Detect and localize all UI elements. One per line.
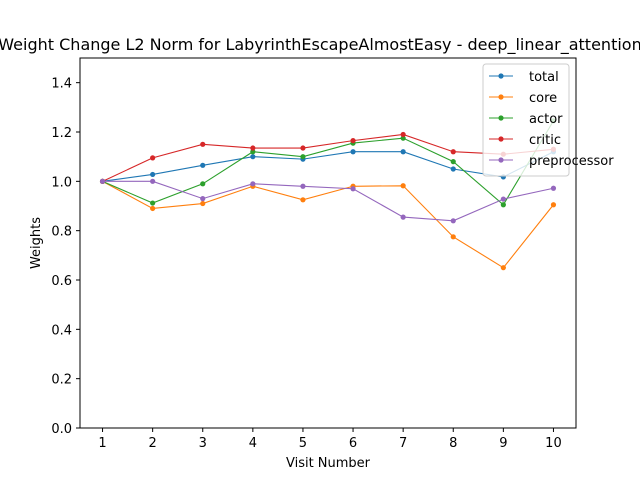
y-axis: 0.0 0.2 0.4 0.6 0.8 1.0 1.2 1.4 [51, 77, 80, 437]
legend: total core actor critic preprocessor [482, 63, 614, 177]
data-point-preprocessor [150, 178, 156, 184]
data-point-total [400, 149, 406, 155]
x-tick-label: 8 [449, 436, 457, 451]
data-point-core [550, 202, 557, 208]
data-point-core [500, 265, 506, 271]
data-point-preprocessor [450, 218, 456, 224]
series-preprocessor [99, 178, 557, 224]
data-point-actor [200, 181, 206, 187]
legend-label: preprocessor [529, 154, 614, 169]
x-axis: 1 2 3 4 5 6 7 8 9 10 [98, 428, 562, 451]
x-tick-label: 1 [98, 436, 106, 451]
legend-marker [498, 157, 504, 163]
legend-item-preprocessor: preprocessor [489, 154, 614, 169]
data-point-actor [150, 200, 156, 206]
series-line-critic [102, 133, 554, 182]
legend-label: critic [529, 133, 561, 148]
data-point-critic [450, 149, 456, 155]
data-point-preprocessor [400, 214, 406, 220]
legend-box [482, 63, 570, 177]
x-tick-label: 9 [499, 436, 507, 451]
chart-title: Weight Change L2 Norm for LabyrinthEscap… [0, 35, 640, 55]
data-point-preprocessor [500, 196, 506, 202]
data-point-preprocessor [200, 196, 206, 202]
data-point-critic [400, 131, 406, 138]
data-point-total [150, 171, 156, 178]
data-point-actor [250, 149, 256, 155]
data-point-actor [450, 159, 456, 165]
data-point-core [400, 183, 406, 189]
data-point-preprocessor [300, 183, 306, 189]
y-tick-label: 1.0 [51, 175, 72, 190]
y-tick-label: 1.4 [51, 77, 72, 92]
legend-item-total: total [489, 70, 559, 85]
legend-marker [498, 136, 504, 142]
y-tick-label: 1.2 [51, 126, 72, 141]
legend-item-critic: critic [489, 133, 561, 148]
data-point-core [300, 197, 306, 203]
legend-item-core: core [489, 91, 557, 106]
data-point-critic [150, 155, 156, 161]
data-point-preprocessor [550, 185, 557, 191]
data-point-actor [400, 135, 406, 141]
legend-label: actor [529, 112, 563, 127]
y-axis-label: Weights [29, 217, 44, 269]
data-point-total [250, 154, 256, 160]
data-point-core [200, 200, 206, 207]
data-point-critic [300, 145, 306, 151]
plot-frame [79, 57, 577, 429]
data-point-actor [300, 154, 306, 160]
series-layer [99, 118, 557, 271]
data-point-preprocessor [250, 181, 256, 187]
legend-label: total [529, 70, 559, 85]
legend-marker [498, 115, 504, 121]
data-point-preprocessor [99, 178, 106, 184]
x-tick-label: 6 [349, 436, 357, 451]
data-point-core [450, 234, 456, 240]
x-tick-label: 7 [399, 436, 407, 451]
x-tick-label: 10 [545, 436, 562, 451]
y-tick-label: 0.4 [51, 323, 72, 338]
y-tick-label: 0.2 [51, 373, 72, 388]
legend-marker [498, 73, 504, 79]
data-point-total [200, 162, 206, 168]
data-point-core [150, 205, 156, 212]
data-point-critic [350, 138, 356, 144]
data-point-preprocessor [350, 186, 356, 192]
series-line-total [102, 151, 554, 182]
data-point-total [450, 166, 456, 172]
x-axis-label: Visit Number [286, 456, 371, 471]
legend-label: core [529, 91, 557, 106]
data-point-actor [500, 202, 506, 208]
data-point-critic [250, 145, 256, 151]
legend-item-actor: actor [489, 112, 563, 127]
data-point-total [350, 149, 356, 155]
y-tick-label: 0.8 [51, 225, 72, 240]
x-tick-label: 2 [149, 436, 157, 451]
series-line-preprocessor [102, 180, 554, 222]
x-tick-label: 3 [199, 436, 207, 451]
data-point-critic [200, 141, 206, 147]
series-line-core [102, 180, 554, 269]
x-tick-label: 4 [249, 436, 257, 451]
series-line-actor [102, 120, 554, 206]
y-tick-label: 0.6 [51, 274, 72, 289]
y-tick-label: 0.0 [51, 422, 72, 437]
legend-marker [498, 94, 504, 100]
x-tick-label: 5 [299, 436, 307, 451]
